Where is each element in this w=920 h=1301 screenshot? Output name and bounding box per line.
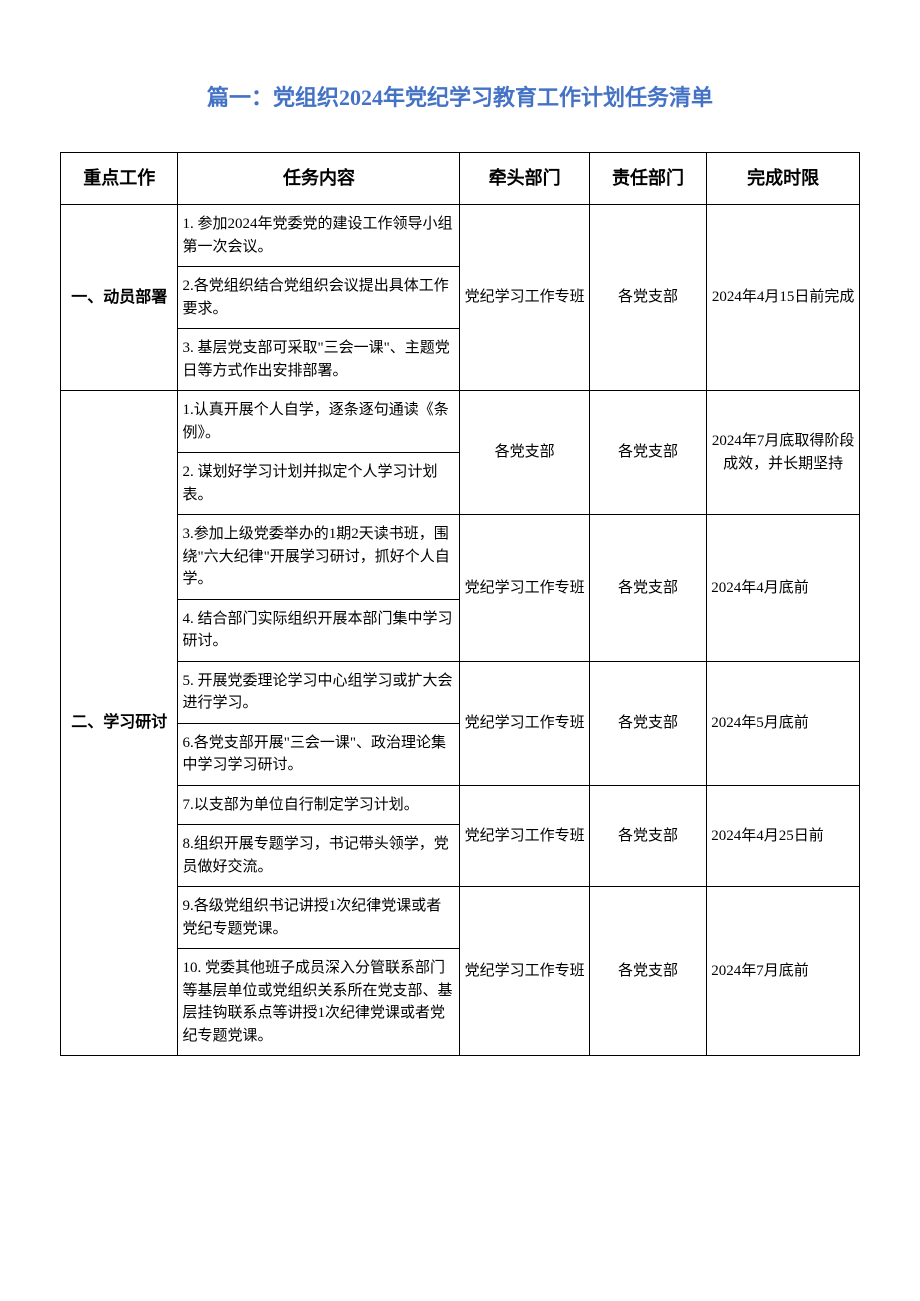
task-cell: 4. 结合部门实际组织开展本部门集中学习研讨。 [178, 599, 460, 661]
lead-cell: 各党支部 [460, 391, 589, 515]
lead-cell: 党纪学习工作专班 [460, 661, 589, 785]
lead-cell: 党纪学习工作专班 [460, 205, 589, 391]
lead-cell: 党纪学习工作专班 [460, 785, 589, 887]
task-cell: 10. 党委其他班子成员深入分管联系部门等基层单位或党组织关系所在党支部、基层挂… [178, 949, 460, 1056]
table-row: 一、动员部署 1. 参加2024年党委党的建设工作领导小组第一次会议。 党纪学习… [61, 205, 860, 267]
table-row: 5. 开展党委理论学习中心组学习或扩大会进行学习。 党纪学习工作专班 各党支部 … [61, 661, 860, 723]
table-header-row: 重点工作 任务内容 牵头部门 责任部门 完成时限 [61, 153, 860, 205]
task-cell: 6.各党支部开展"三会一课"、政治理论集中学习学习研讨。 [178, 723, 460, 785]
table-row: 7.以支部为单位自行制定学习计划。 党纪学习工作专班 各党支部 2024年4月2… [61, 785, 860, 825]
task-cell: 9.各级党组织书记讲授1次纪律党课或者党纪专题党课。 [178, 887, 460, 949]
task-cell: 8.组织开展专题学习，书记带头领学，党员做好交流。 [178, 825, 460, 887]
document-title: 篇一：党组织2024年党纪学习教育工作计划任务清单 [60, 80, 860, 112]
task-table: 重点工作 任务内容 牵头部门 责任部门 完成时限 一、动员部署 1. 参加202… [60, 152, 860, 1056]
lead-cell: 党纪学习工作专班 [460, 887, 589, 1056]
header-work: 重点工作 [61, 153, 178, 205]
task-cell: 1. 参加2024年党委党的建设工作领导小组第一次会议。 [178, 205, 460, 267]
document-page: 篇一：党组织2024年党纪学习教育工作计划任务清单 重点工作 任务内容 牵头部门… [0, 0, 920, 1096]
task-cell: 7.以支部为单位自行制定学习计划。 [178, 785, 460, 825]
deadline-cell: 2024年7月底前 [707, 887, 860, 1056]
lead-cell: 党纪学习工作专班 [460, 515, 589, 662]
section1-label: 一、动员部署 [61, 205, 178, 391]
deadline-cell: 2024年4月底前 [707, 515, 860, 662]
resp-cell: 各党支部 [589, 515, 706, 662]
resp-cell: 各党支部 [589, 391, 706, 515]
deadline-cell: 2024年7月底取得阶段成效，并长期坚持 [707, 391, 860, 515]
task-cell: 2.各党组织结合党组织会议提出具体工作要求。 [178, 267, 460, 329]
resp-cell: 各党支部 [589, 661, 706, 785]
section2-label: 二、学习研讨 [61, 391, 178, 1056]
task-cell: 2. 谋划好学习计划并拟定个人学习计划表。 [178, 453, 460, 515]
resp-cell: 各党支部 [589, 887, 706, 1056]
resp-cell: 各党支部 [589, 205, 706, 391]
deadline-cell: 2024年4月15日前完成 [707, 205, 860, 391]
header-lead: 牵头部门 [460, 153, 589, 205]
deadline-cell: 2024年5月底前 [707, 661, 860, 785]
header-task: 任务内容 [178, 153, 460, 205]
header-deadline: 完成时限 [707, 153, 860, 205]
table-row: 9.各级党组织书记讲授1次纪律党课或者党纪专题党课。 党纪学习工作专班 各党支部… [61, 887, 860, 949]
table-row: 3.参加上级党委举办的1期2天读书班，围绕"六大纪律"开展学习研讨，抓好个人自学… [61, 515, 860, 600]
header-resp: 责任部门 [589, 153, 706, 205]
deadline-cell: 2024年4月25日前 [707, 785, 860, 887]
task-cell: 3.参加上级党委举办的1期2天读书班，围绕"六大纪律"开展学习研讨，抓好个人自学… [178, 515, 460, 600]
task-cell: 1.认真开展个人自学，逐条逐句通读《条例》。 [178, 391, 460, 453]
resp-cell: 各党支部 [589, 785, 706, 887]
task-cell: 3. 基层党支部可采取"三会一课"、主题党日等方式作出安排部署。 [178, 329, 460, 391]
table-row: 二、学习研讨 1.认真开展个人自学，逐条逐句通读《条例》。 各党支部 各党支部 … [61, 391, 860, 453]
task-cell: 5. 开展党委理论学习中心组学习或扩大会进行学习。 [178, 661, 460, 723]
